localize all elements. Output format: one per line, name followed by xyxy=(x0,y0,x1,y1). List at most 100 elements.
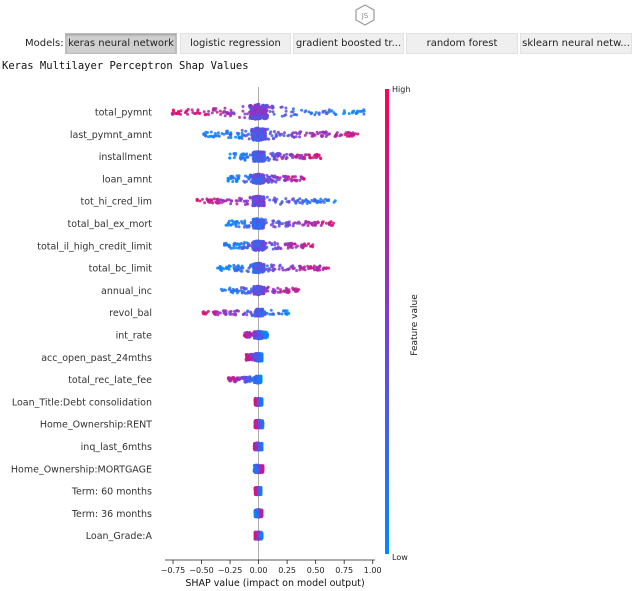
feature-label: tot_hi_cred_lim xyxy=(80,197,152,208)
shap-point xyxy=(261,137,265,141)
shap-point xyxy=(221,111,225,115)
shap-point xyxy=(245,152,249,156)
feature-label: inq_last_6mths xyxy=(81,442,152,453)
shap-point xyxy=(268,241,272,245)
shap-point xyxy=(254,403,258,407)
shap-point xyxy=(262,175,266,179)
tab-random-forest[interactable]: random forest xyxy=(406,33,518,54)
shap-point xyxy=(287,220,291,224)
shap-point xyxy=(201,197,204,201)
shap-point xyxy=(295,178,299,182)
shap-point xyxy=(342,109,346,113)
shap-point xyxy=(235,180,239,183)
shap-point xyxy=(279,290,283,294)
tab-logistic-regression[interactable]: logistic regression xyxy=(180,33,291,54)
feature-row-points xyxy=(202,126,360,142)
shap-point xyxy=(281,157,284,161)
shap-point xyxy=(243,223,247,227)
shap-point xyxy=(283,131,286,135)
shap-point xyxy=(260,513,264,517)
shap-point xyxy=(228,156,232,160)
shap-point xyxy=(271,151,275,155)
feature-row-points xyxy=(195,194,337,208)
shap-point xyxy=(229,174,233,178)
feature-row-points xyxy=(252,463,265,475)
shap-point xyxy=(294,245,298,249)
tab-keras-neural-network[interactable]: keras neural network xyxy=(65,33,177,54)
tab-sklearn-neural-network[interactable]: sklearn neural netw... xyxy=(520,33,632,54)
shap-point xyxy=(283,242,287,246)
shap-point xyxy=(239,135,243,139)
shap-point xyxy=(323,109,327,113)
shap-point xyxy=(290,178,294,182)
shap-point xyxy=(258,240,262,244)
shap-point xyxy=(216,310,220,314)
shap-point xyxy=(360,109,364,113)
shap-point xyxy=(303,157,307,161)
shap-point xyxy=(256,128,260,132)
shap-point xyxy=(293,155,297,159)
colorbar-gradient xyxy=(385,89,389,554)
shap-point xyxy=(253,242,257,246)
models-label: Models: xyxy=(25,38,64,49)
feature-label: Term: 60 months xyxy=(71,487,152,498)
shap-point xyxy=(235,243,239,247)
shap-point xyxy=(290,175,294,179)
shap-point xyxy=(262,289,266,293)
shap-point xyxy=(289,114,293,118)
shap-point xyxy=(250,352,254,356)
shap-point xyxy=(262,267,266,271)
shap-point xyxy=(250,133,254,137)
shap-point xyxy=(229,136,233,140)
shap-point xyxy=(301,246,305,250)
shap-point xyxy=(210,111,214,115)
feature-label: last_pymnt_amnt xyxy=(70,130,152,141)
shap-point xyxy=(305,131,309,135)
shap-point xyxy=(265,195,269,199)
shap-point xyxy=(284,113,288,117)
shap-point xyxy=(269,130,273,134)
shap-point xyxy=(273,243,277,247)
shap-point xyxy=(231,376,235,379)
shap-point xyxy=(268,312,272,316)
shap-point xyxy=(249,263,253,267)
shap-point xyxy=(255,181,259,185)
shap-point xyxy=(312,220,316,224)
shap-point xyxy=(216,313,220,317)
tab-gradient-boosted-trees[interactable]: gradient boosted tr... xyxy=(293,33,404,54)
shap-point xyxy=(254,488,258,492)
feature-row-points xyxy=(244,351,264,363)
shap-point xyxy=(256,116,260,120)
shap-point xyxy=(232,156,236,160)
shap-point xyxy=(306,200,310,204)
shap-point xyxy=(231,220,235,224)
shap-point xyxy=(252,156,256,160)
shap-point xyxy=(334,113,338,116)
shap-point xyxy=(273,225,277,229)
shap-point xyxy=(260,354,264,358)
shap-point xyxy=(281,222,284,226)
shap-point xyxy=(254,197,258,201)
shap-point xyxy=(303,199,307,203)
shap-point xyxy=(315,265,319,269)
shap-point xyxy=(206,135,210,139)
shap-point xyxy=(227,136,231,140)
shap-point xyxy=(227,267,231,271)
shap-point xyxy=(237,246,241,250)
shap-point xyxy=(229,246,233,250)
shap-point xyxy=(313,224,317,227)
shap-point xyxy=(284,197,288,201)
x-axis-label: SHAP value (impact on model output) xyxy=(185,578,364,589)
shap-point xyxy=(349,131,353,135)
shap-point xyxy=(225,266,229,270)
shap-point xyxy=(310,111,314,115)
shap-point xyxy=(324,221,328,225)
shap-point xyxy=(327,266,331,270)
shap-point xyxy=(186,112,190,116)
shap-point xyxy=(271,110,275,114)
shap-point xyxy=(292,288,295,292)
shap-point xyxy=(306,220,310,224)
shap-point xyxy=(313,268,316,272)
shap-point xyxy=(246,377,250,381)
shap-point xyxy=(185,109,189,113)
